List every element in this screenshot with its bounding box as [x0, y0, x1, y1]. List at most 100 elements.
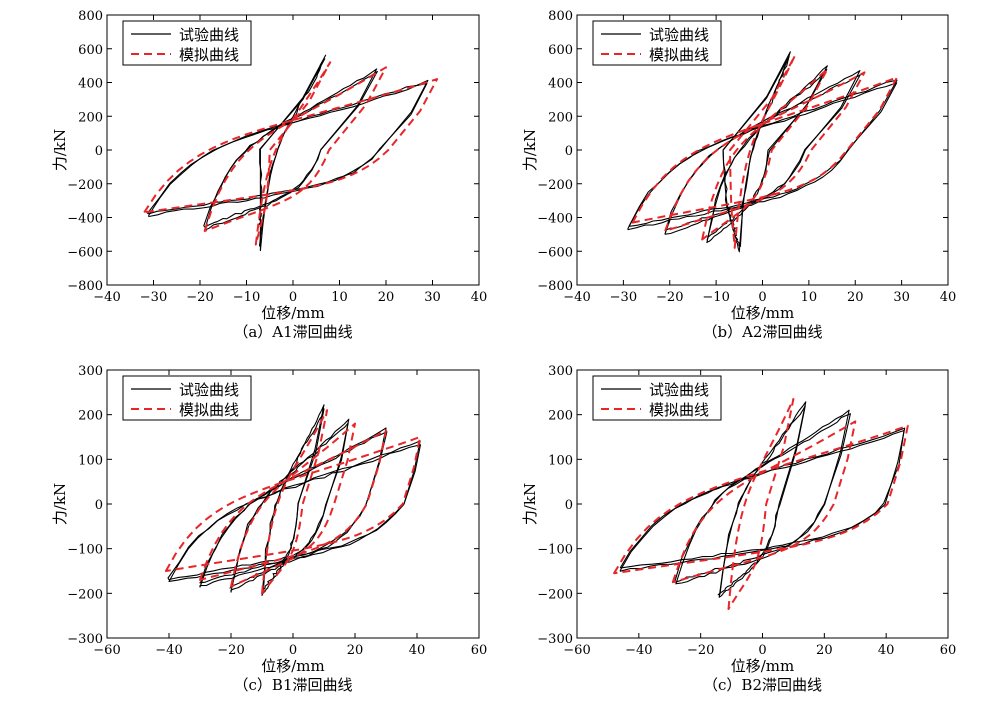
x-tick-label: −10	[233, 290, 260, 305]
curves	[613, 398, 909, 610]
x-tick-label: −20	[656, 290, 683, 305]
x-tick-label: 20	[847, 290, 864, 305]
test-curve-loop-4	[167, 444, 422, 581]
x-tick-label: −40	[155, 643, 182, 658]
y-tick-label: −400	[67, 212, 103, 227]
legend-label-test: 试验曲线	[649, 381, 709, 399]
sim-curve-loop-3	[664, 71, 866, 232]
sim-curve-loop-1	[729, 54, 796, 249]
y-tick-label: −200	[67, 178, 103, 193]
test-curve-loop-2	[706, 68, 828, 241]
x-tick-label: −20	[186, 290, 213, 305]
x-tick-label: −30	[140, 290, 167, 305]
sim-curve-loop-2	[203, 66, 387, 232]
x-tick-label: 40	[471, 290, 488, 305]
chart-panel-4: −60 −40 −20 0 20 40 60−300−200−1000100200300位移…	[521, 364, 956, 694]
sim-curve-loop-1	[254, 61, 332, 246]
y-tick-label: 800	[78, 9, 103, 24]
y-tick-label: −200	[67, 587, 103, 602]
x-tick-label: 60	[940, 643, 957, 658]
x-axis-label: 位移/mm	[731, 657, 795, 675]
x-tick-label: −40	[625, 643, 652, 658]
chart-panel-1: −40 −30 −20 −10 0 10 20 30 40 −800 −600 −400 −200 0 20…	[51, 9, 487, 341]
sim-curve-loop-1	[727, 398, 795, 610]
x-axis-label: 位移/mm	[261, 304, 325, 322]
sim-curve-loop-3	[199, 429, 387, 581]
curves	[164, 404, 422, 596]
chart-panel-2: −40 −30 −20 −10 0 10 20 30 40 −800 −600 −400 −200 0 20…	[521, 9, 956, 341]
x-tick-label: 30	[893, 290, 910, 305]
x-tick-label: 10	[801, 290, 818, 305]
y-tick-label: −800	[537, 279, 573, 294]
x-tick-label: 20	[347, 643, 364, 658]
test-curve-loop-3	[199, 427, 387, 588]
chart-panel-3: −60 −40 −20 0 20 40 60−300−200−1000100200300位移…	[51, 364, 487, 694]
test-curve-loop-1	[261, 408, 325, 594]
panel-caption: （c）B1滞回曲线	[234, 676, 353, 694]
test-curve-loop-2	[203, 70, 378, 228]
y-tick-label: −400	[537, 212, 573, 227]
x-tick-label: 0	[758, 290, 766, 305]
x-tick-label: −40	[563, 290, 590, 305]
y-tick-label: 200	[548, 110, 573, 125]
x-tick-label: 40	[878, 643, 895, 658]
x-tick-label: 20	[816, 643, 833, 658]
y-tick-label: 300	[78, 364, 103, 379]
x-tick-label: 20	[378, 290, 395, 305]
y-tick-label: 600	[78, 43, 103, 58]
sim-curve-loop-2	[701, 68, 829, 241]
y-tick-label: −800	[67, 279, 103, 294]
x-tick-label: −10	[702, 290, 729, 305]
x-tick-label: 60	[471, 643, 488, 658]
x-axis-label: 位移/mm	[261, 657, 325, 675]
curves	[627, 51, 898, 253]
test-curve-loop-2	[204, 68, 378, 231]
y-tick-label: 400	[548, 77, 573, 92]
y-tick-label: 200	[548, 409, 573, 424]
y-tick-label: 0	[565, 498, 573, 513]
y-tick-label: 200	[78, 409, 103, 424]
test-curve-loop-3	[146, 82, 428, 215]
test-curve-loop-1	[717, 405, 806, 596]
x-tick-label: −60	[93, 643, 120, 658]
y-axis-label: 力/kN	[521, 483, 539, 525]
legend-label-sim: 模拟曲线	[649, 46, 709, 64]
curves	[143, 54, 439, 252]
y-tick-label: 0	[95, 498, 103, 513]
x-tick-label: 0	[289, 290, 297, 305]
legend-box	[592, 375, 722, 421]
legend-label-sim: 模拟曲线	[179, 401, 239, 419]
legend-label-test: 试验曲线	[179, 26, 239, 44]
sim-curve-loop-3	[143, 78, 439, 214]
x-tick-label: −60	[563, 643, 590, 658]
test-curve-loop-1	[722, 55, 790, 247]
legend-label-test: 试验曲线	[179, 381, 239, 399]
panel-caption: （b）A2滞回曲线	[703, 323, 823, 341]
test-curve-loop-4	[628, 82, 898, 227]
y-tick-label: 600	[548, 43, 573, 58]
legend-label-test: 试验曲线	[649, 26, 709, 44]
x-axis-label: 位移/mm	[731, 304, 795, 322]
sim-curve-loop-2	[230, 422, 356, 588]
sim-curve-loop-2	[671, 420, 857, 584]
y-tick-label: −600	[537, 245, 573, 260]
legend-label-sim: 模拟曲线	[649, 401, 709, 419]
y-tick-label: 100	[548, 453, 573, 468]
x-tick-label: 30	[424, 290, 441, 305]
y-tick-label: −100	[67, 543, 103, 558]
y-tick-label: 0	[565, 144, 573, 159]
test-curve-loop-3	[619, 429, 905, 569]
y-axis-label: 力/kN	[521, 129, 539, 171]
y-tick-label: −300	[67, 632, 103, 647]
test-curve-loop-3	[148, 79, 429, 218]
y-tick-label: −300	[537, 632, 573, 647]
y-axis-label: 力/kN	[51, 483, 69, 525]
panel-caption: （a）A1滞回曲线	[233, 323, 352, 341]
y-axis-label: 力/kN	[51, 129, 69, 171]
x-tick-label: −20	[687, 643, 714, 658]
